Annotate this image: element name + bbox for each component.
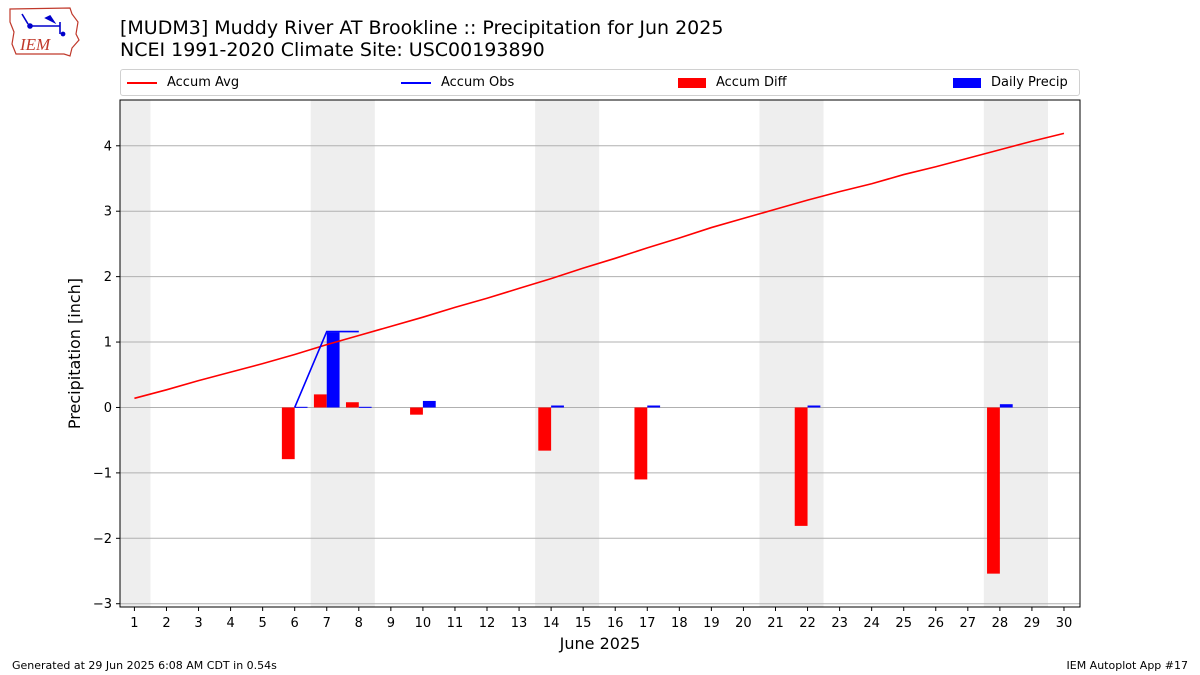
daily-precip-bar [647,405,661,408]
x-tick-label: 18 [671,616,688,631]
x-tick-label: 24 [863,616,880,631]
footer-app: IEM Autoplot App #17 [1066,659,1189,672]
legend-label-accum-obs: Accum Obs [441,75,515,90]
accum-diff-bar [538,407,552,451]
x-tick-label: 13 [511,616,528,631]
legend-item-accum-avg: Accum Avg [127,70,239,95]
x-tick-label: 11 [447,616,464,631]
legend-item-accum-diff: Accum Diff [678,70,787,95]
x-tick-label: 3 [194,616,202,631]
legend-swatch-accum-diff [678,77,706,88]
weather-station-icon [21,13,66,37]
chart-title: [MUDM3] Muddy River AT Brookline :: Prec… [120,17,723,61]
x-tick-label: 7 [323,616,331,631]
gridlines [120,145,1080,605]
iem-logo: IEM [9,7,80,57]
logo-text: IEM [19,35,51,54]
weekend-band-3 [535,100,600,607]
legend-label-accum-diff: Accum Diff [716,75,787,90]
x-tick-label: 10 [415,616,432,631]
weekend-band-4 [759,100,824,607]
footer-generated: Generated at 29 Jun 2025 6:08 AM CDT in … [12,659,277,672]
x-tick-label: 30 [1056,616,1073,631]
daily-precip-bar [294,406,308,408]
x-tick-label: 2 [162,616,170,631]
x-tick-label: 19 [703,616,720,631]
x-tick-label: 21 [767,616,784,631]
legend-label-daily-precip: Daily Precip [991,75,1068,90]
x-tick-label: 12 [479,616,496,631]
y-axis-label: Precipitation [inch] [65,278,84,429]
daily-precip-bar [422,400,436,408]
y-tick-label: −1 [93,466,112,481]
x-tick-label: 1 [130,616,138,631]
accum-diff-bar [634,407,648,480]
x-tick-label: 15 [575,616,592,631]
x-tick-label: 26 [927,616,944,631]
legend-swatch-accum-avg [127,81,157,84]
chart-legend: Accum Avg Accum Obs Accum Diff Daily Pre… [120,69,1080,96]
x-axis-label: June 2025 [559,634,641,653]
y-tick-label: 2 [104,270,112,285]
accum-diff-bar [345,402,359,408]
x-tick-label: 9 [387,616,395,631]
accum-avg-line [134,132,1065,400]
legend-label-accum-avg: Accum Avg [167,75,240,90]
x-tick-label: 29 [1024,616,1041,631]
weekend-band-2 [310,100,375,607]
x-tick-label: 27 [960,616,977,631]
daily-precip-bar [551,405,564,408]
x-tick-label: 28 [992,616,1009,631]
daily-precip-bar [358,406,372,408]
daily-precip-bar [807,405,821,408]
title-line-2: NCEI 1991-2020 Climate Site: USC00193890 [120,39,545,61]
legend-swatch-daily-precip [953,77,981,88]
accum-diff-bar [281,407,295,460]
x-tick-label: 8 [355,616,363,631]
title-line-1: [MUDM3] Muddy River AT Brookline :: Prec… [120,17,724,39]
x-tick-label: 16 [607,616,624,631]
weekend-band-1 [120,100,151,607]
plot-frame [119,99,1081,608]
daily-precip-bar [326,332,340,408]
accum-diff-bar [410,407,423,415]
x-tick-label: 25 [895,616,912,631]
series-lines [134,132,1065,408]
x-tick-label: 14 [543,616,560,631]
y-tick-label: −3 [93,597,112,612]
logo-state-outline [9,7,80,57]
x-tick-label: 5 [258,616,266,631]
x-tick-label: 4 [226,616,234,631]
x-tick-label: 6 [291,616,299,631]
daily-precip-bar [999,404,1013,408]
legend-swatch-accum-obs [401,81,431,84]
legend-item-daily-precip: Daily Precip [953,70,1068,95]
accum-diff-bar [313,394,327,408]
accum-diff-bar [794,407,808,526]
accum-obs-line [293,330,359,408]
x-tick-label: 22 [799,616,816,631]
x-tick-label: 23 [831,616,848,631]
x-tick-label: 17 [639,616,656,631]
legend-item-accum-obs: Accum Obs [401,70,514,95]
x-tick-label: 20 [735,616,752,631]
y-tick-label: −2 [93,532,112,547]
weekend-shading [120,100,1048,607]
y-tick-label: 3 [104,205,112,220]
y-tick-label: 1 [104,336,112,351]
y-tick-label: 0 [104,401,112,416]
bars [281,332,1013,574]
y-tick-label: 4 [104,139,112,154]
accum-diff-bar [987,407,1000,574]
